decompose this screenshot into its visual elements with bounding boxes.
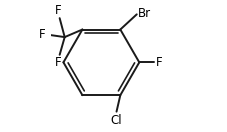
Text: F: F	[155, 56, 161, 69]
Text: F: F	[55, 56, 62, 69]
Text: Br: Br	[137, 7, 151, 20]
Text: F: F	[39, 28, 46, 41]
Text: Cl: Cl	[110, 114, 122, 127]
Text: F: F	[54, 4, 61, 17]
